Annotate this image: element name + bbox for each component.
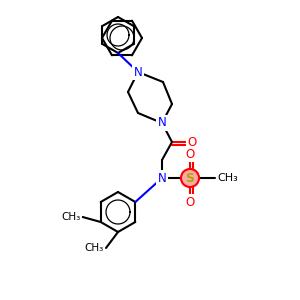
Text: CH₃: CH₃ bbox=[217, 173, 238, 183]
Text: N: N bbox=[134, 65, 142, 79]
Text: CH₃: CH₃ bbox=[61, 212, 81, 222]
Text: CH₃: CH₃ bbox=[85, 243, 104, 253]
Text: O: O bbox=[185, 148, 195, 160]
Text: N: N bbox=[158, 172, 166, 184]
Text: N: N bbox=[134, 65, 142, 79]
Text: O: O bbox=[185, 196, 195, 208]
Text: N: N bbox=[158, 116, 166, 130]
Circle shape bbox=[181, 169, 199, 187]
Text: O: O bbox=[188, 136, 196, 148]
Text: S: S bbox=[185, 172, 194, 184]
